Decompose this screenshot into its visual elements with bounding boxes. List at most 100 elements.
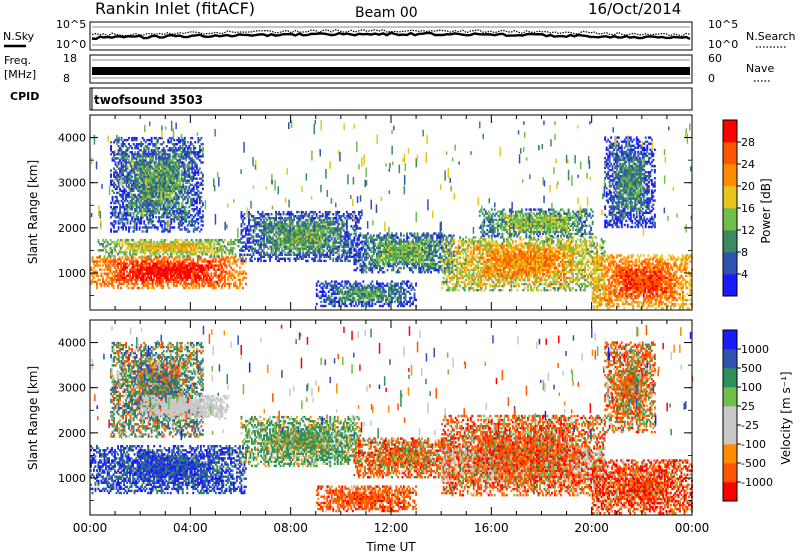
heatmap-cell xyxy=(331,280,333,282)
freq-label: Freq. xyxy=(4,54,31,67)
heatmap-cell xyxy=(359,211,361,213)
heatmap-cell xyxy=(179,255,181,257)
heatmap-cell xyxy=(116,171,118,173)
heatmap-cell xyxy=(210,255,212,257)
heatmap-cell xyxy=(257,211,259,213)
heatmap-cell xyxy=(241,258,243,260)
heatmap-cell xyxy=(187,141,189,143)
heatmap-cell xyxy=(113,281,115,283)
heatmap-cell xyxy=(341,280,343,282)
heatmap-cell xyxy=(343,213,345,215)
heatmap-cell xyxy=(162,281,164,283)
heatmap-cell xyxy=(224,239,226,241)
heatmap-cell xyxy=(236,264,238,266)
heatmap-cell xyxy=(253,254,255,256)
heatmap-cell xyxy=(197,222,199,224)
heatmap-cell xyxy=(155,255,157,257)
heatmap-cell xyxy=(210,273,212,275)
heatmap-cell xyxy=(120,287,122,289)
heatmap-cell xyxy=(121,137,123,139)
heatmap-cell xyxy=(184,137,186,139)
heatmap-cell xyxy=(116,188,118,190)
heatmap-cell xyxy=(99,264,101,266)
heatmap-cell xyxy=(104,269,106,271)
heatmap-cell xyxy=(155,216,157,218)
heatmap-cell xyxy=(130,226,132,228)
heatmap-cell xyxy=(124,182,126,184)
heatmap-cell xyxy=(346,283,348,285)
heatmap-cell xyxy=(254,258,256,260)
heatmap-cell xyxy=(122,186,124,188)
heatmap-cell xyxy=(112,180,114,182)
heatmap-cell xyxy=(115,161,117,163)
heatmap-cell xyxy=(245,258,247,260)
heatmap-cell xyxy=(253,235,255,237)
heatmap-cell xyxy=(341,289,343,291)
noise-tick-top-right: 10^5 xyxy=(708,18,738,31)
heatmap-cell xyxy=(218,255,220,257)
heatmap-cell xyxy=(245,273,247,275)
heatmap-cell xyxy=(241,283,243,285)
heatmap-cell xyxy=(358,303,360,305)
heatmap-cell xyxy=(280,233,282,235)
heatmap-cell xyxy=(384,303,386,305)
heatmap-cell xyxy=(179,141,181,143)
heatmap-cell xyxy=(385,291,387,293)
heatmap-cell xyxy=(284,260,286,262)
heatmap-cell xyxy=(200,196,202,198)
heatmap-cell xyxy=(116,206,118,208)
heatmap-cell xyxy=(244,217,246,219)
heatmap-cell xyxy=(178,167,180,169)
heatmap-cell xyxy=(202,188,204,190)
heatmap-cell xyxy=(147,287,149,289)
heatmap-cell xyxy=(341,219,343,221)
heatmap-cell xyxy=(127,153,129,155)
heatmap-cell xyxy=(110,145,112,147)
heatmap-cell xyxy=(117,287,119,289)
heatmap-cell xyxy=(158,147,160,149)
heatmap-cell xyxy=(198,255,200,257)
heatmap-cell xyxy=(230,283,232,285)
heatmap-cell xyxy=(332,254,334,256)
heatmap-cell xyxy=(350,225,352,227)
heatmap-cell xyxy=(150,275,152,277)
heatmap-cell xyxy=(198,283,200,285)
heatmap-cell xyxy=(332,260,334,262)
heatmap-cell xyxy=(198,287,200,289)
heatmap-cell xyxy=(374,303,376,305)
heatmap-cell xyxy=(182,200,184,202)
freq-tick-bottom: 8 xyxy=(63,72,70,85)
heatmap-cell xyxy=(225,253,227,255)
heatmap-cell xyxy=(122,194,124,196)
heatmap-cell xyxy=(347,239,349,241)
heatmap-cell xyxy=(215,258,217,260)
heatmap-cell xyxy=(194,141,196,143)
heatmap-cell xyxy=(225,247,227,249)
heatmap-cell xyxy=(280,213,282,215)
heatmap-cell xyxy=(320,260,322,262)
heatmap-cell xyxy=(225,264,227,266)
heatmap-cell xyxy=(173,139,175,141)
heatmap-cell xyxy=(163,147,165,149)
heatmap-cell xyxy=(200,275,202,277)
heatmap-cell xyxy=(132,287,134,289)
heatmap-cell xyxy=(124,222,126,224)
heatmap-cell xyxy=(114,255,116,257)
heatmap-cell xyxy=(332,213,334,215)
heatmap-cell xyxy=(185,186,187,188)
heatmap-cell xyxy=(236,285,238,287)
heatmap-cell xyxy=(159,251,161,253)
heatmap-cell xyxy=(193,188,195,190)
heatmap-cell xyxy=(263,239,265,241)
cpid-panel: CPID twofsound 3503 xyxy=(10,88,692,110)
heatmap-cell xyxy=(260,260,262,262)
heatmap-cell xyxy=(102,243,104,245)
heatmap-cell xyxy=(151,165,153,167)
heatmap-cell xyxy=(320,301,322,303)
heatmap-cell xyxy=(134,241,136,243)
heatmap-cell xyxy=(275,211,277,213)
heatmap-cell xyxy=(359,215,361,217)
nave-tick-bottom: 0 xyxy=(708,72,715,85)
heatmap-cell xyxy=(110,174,112,176)
heatmap-cell xyxy=(98,239,100,241)
